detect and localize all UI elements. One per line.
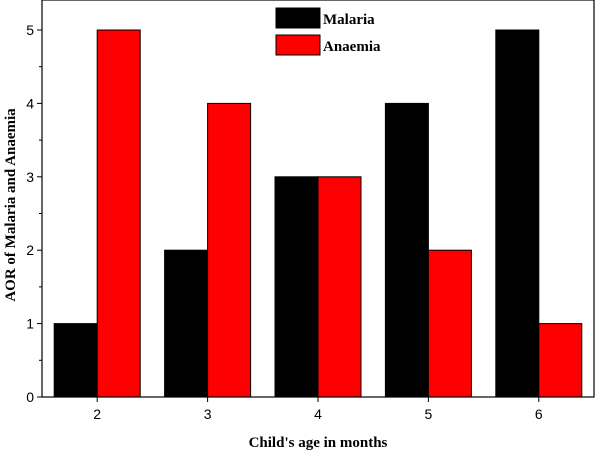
bar-anaemia-3 xyxy=(207,102,252,398)
y-axis-ticks: 0 1 2 3 4 5 xyxy=(26,22,42,405)
x-tick-label-5: 5 xyxy=(425,406,433,422)
bar-anaemia-2 xyxy=(96,29,141,398)
bar-malaria-4 xyxy=(274,176,319,398)
y-tick-label-4: 4 xyxy=(26,95,34,111)
bar-malaria-3 xyxy=(164,249,209,398)
y-axis-title: AOR of Malaria and Anaemia xyxy=(3,108,19,302)
x-axis-ticks: 2 3 4 5 6 xyxy=(93,397,543,422)
legend: Malaria Anaemia xyxy=(275,7,381,56)
legend-label-anaemia: Anaemia xyxy=(323,39,381,55)
bar-anaemia-5 xyxy=(427,249,472,398)
legend-swatch-malaria xyxy=(275,7,321,29)
x-tick-label-3: 3 xyxy=(204,406,212,422)
x-axis-title: Child's age in months xyxy=(249,435,388,451)
x-tick-label-2: 2 xyxy=(93,406,101,422)
bar-malaria-5 xyxy=(384,102,429,398)
bar-malaria-2 xyxy=(53,323,98,398)
y-tick-label-3: 3 xyxy=(26,169,34,185)
x-tick-label-4: 4 xyxy=(314,406,322,422)
bar-anaemia-6 xyxy=(538,323,583,398)
bar-anaemia-4 xyxy=(317,176,362,398)
y-tick-label-2: 2 xyxy=(26,242,34,258)
legend-label-malaria: Malaria xyxy=(323,12,375,28)
x-tick-label-6: 6 xyxy=(535,406,543,422)
bar-malaria-6 xyxy=(495,29,540,398)
y-tick-label-1: 1 xyxy=(26,316,34,332)
bars-group xyxy=(53,29,583,398)
legend-swatch-anaemia xyxy=(275,34,321,56)
y-tick-label-0: 0 xyxy=(26,389,34,405)
y-tick-label-5: 5 xyxy=(26,22,34,38)
